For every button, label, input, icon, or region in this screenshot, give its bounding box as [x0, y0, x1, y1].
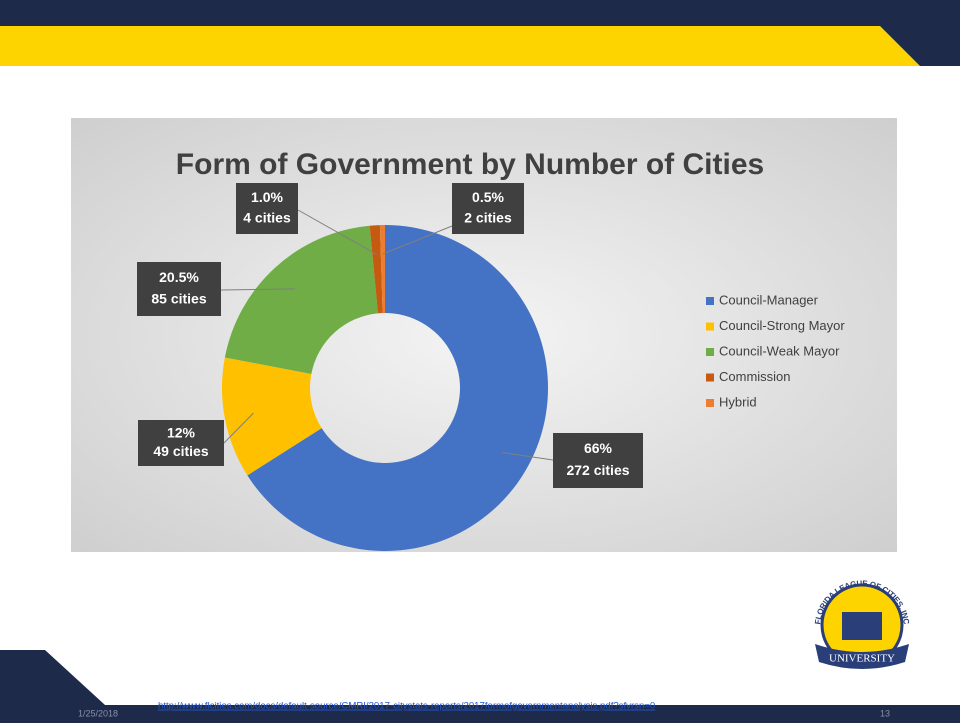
value-label: 1.0%	[251, 189, 283, 205]
slice	[379, 225, 385, 314]
slice	[224, 225, 378, 374]
page-number: 13	[880, 708, 890, 718]
leader-line	[502, 452, 554, 461]
legend-swatch	[706, 348, 714, 356]
donut-chart: 66% 272 cities 12% 49 cities 20.5% 85 cities 1…	[137, 183, 643, 552]
footer-band	[0, 650, 960, 723]
leader-line	[382, 225, 453, 255]
leader-line	[223, 412, 254, 444]
count-label: 2 cities	[464, 209, 512, 225]
value-label: 66%	[584, 440, 613, 456]
count-label: 49 cities	[153, 443, 208, 459]
count-label: 85 cities	[151, 291, 206, 307]
legend-label: Council-Manager	[719, 292, 819, 307]
label-box	[236, 183, 298, 234]
top-corner	[880, 26, 960, 66]
yellow-band	[0, 26, 920, 66]
label-box	[137, 262, 221, 316]
logo-ribbon	[815, 644, 909, 669]
chart-title: Form of Government by Number of Cities	[176, 148, 764, 181]
footer-url[interactable]: http://www.flcities.com/docs/default-sou…	[158, 701, 655, 712]
legend-swatch	[706, 373, 714, 382]
legend-swatch	[706, 322, 714, 331]
leader-line	[220, 288, 295, 291]
count-label: 272 cities	[566, 462, 629, 478]
legend-label: Council-Strong Mayor	[719, 318, 845, 333]
legend-swatch	[706, 399, 714, 407]
leader-line	[297, 209, 377, 255]
logo-skyline	[842, 612, 882, 640]
legend-swatch	[706, 297, 714, 305]
slice	[369, 225, 383, 314]
top-band	[0, 0, 960, 26]
logo-bottom-text: UNIVERSITY	[829, 653, 895, 665]
label-box	[138, 420, 224, 466]
legend-label: Commission	[719, 369, 791, 384]
value-label: 0.5%	[472, 189, 504, 205]
footer-date: 1/25/2018	[78, 708, 118, 718]
slice	[222, 357, 322, 476]
slice	[247, 225, 548, 552]
legend-label: Council-Weak Mayor	[719, 343, 840, 358]
label-box	[452, 183, 524, 234]
label-box	[553, 433, 643, 488]
count-label: 4 cities	[243, 209, 291, 225]
value-label: 20.5%	[159, 269, 199, 285]
legend-label: Hybrid	[719, 394, 757, 409]
value-label: 12%	[167, 425, 196, 441]
legend: Council-Manager Council-Strong Mayor Counc…	[706, 292, 845, 409]
